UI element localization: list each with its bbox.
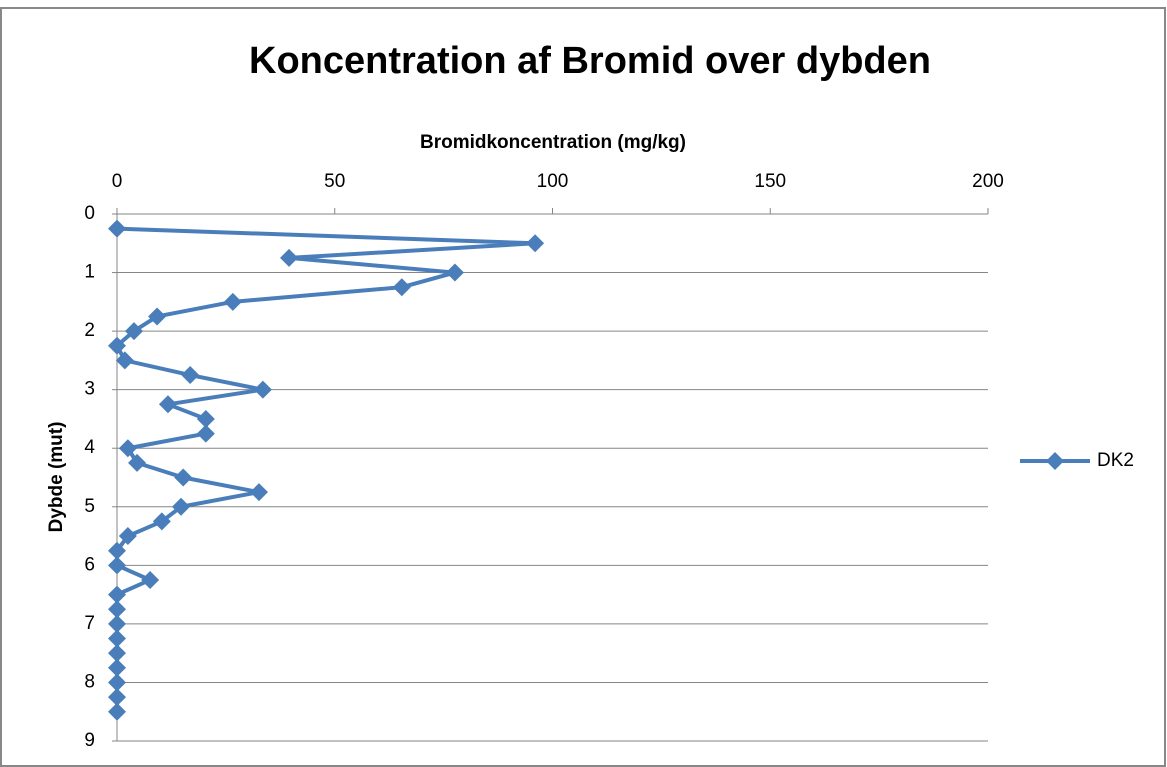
x-tick-label: 100	[537, 171, 569, 192]
point-marker	[141, 570, 160, 589]
point-marker	[108, 336, 126, 355]
point-marker	[392, 278, 411, 297]
point-marker	[124, 322, 143, 341]
y-tick-label: 9	[84, 730, 95, 751]
y-tick-label: 2	[84, 320, 95, 341]
point-marker	[152, 512, 171, 531]
point-marker	[249, 483, 268, 502]
y-tick-label: 0	[84, 203, 95, 224]
legend-marker	[1046, 452, 1064, 470]
point-marker	[118, 439, 137, 458]
point-marker	[172, 497, 191, 516]
y-tick-label: 8	[84, 671, 95, 692]
point-marker	[445, 263, 464, 282]
point-marker	[108, 702, 126, 721]
y-tick-label: 1	[84, 262, 95, 283]
point-marker	[108, 541, 126, 560]
chart-border	[0, 7, 1166, 767]
point-marker	[253, 380, 272, 399]
legend-label: DK2	[1097, 450, 1134, 471]
point-marker	[174, 468, 193, 487]
point-marker	[108, 585, 126, 604]
point-marker	[108, 658, 126, 677]
point-marker	[148, 307, 167, 326]
point-marker	[118, 527, 137, 546]
point-marker	[115, 351, 134, 370]
point-marker	[108, 629, 126, 648]
x-tick-label: 50	[324, 171, 345, 192]
x-tick-label: 150	[754, 171, 786, 192]
point-marker	[526, 234, 545, 253]
point-marker	[223, 292, 242, 311]
y-tick-label: 5	[84, 496, 95, 517]
x-tick-label: 200	[972, 171, 1004, 192]
point-marker	[108, 644, 126, 663]
point-marker	[108, 556, 126, 575]
point-marker	[181, 366, 200, 385]
point-marker	[128, 453, 147, 472]
y-tick-label: 6	[84, 554, 95, 575]
point-marker	[280, 248, 299, 267]
point-marker	[196, 409, 215, 428]
point-marker	[108, 614, 126, 633]
point-marker	[196, 424, 215, 443]
y-tick-label: 3	[84, 379, 95, 400]
y-tick-label: 4	[84, 437, 95, 458]
y-axis-label: Dybde (mut)	[46, 422, 67, 533]
x-tick-label: 0	[112, 171, 123, 192]
point-marker	[108, 688, 126, 707]
point-marker	[108, 673, 126, 692]
point-marker	[158, 395, 177, 414]
y-tick-label: 7	[84, 613, 95, 634]
point-marker	[108, 600, 126, 619]
x-axis-label: Bromidkoncentration (mg/kg)	[420, 132, 686, 153]
chart-title: Koncentration af Bromid over dybden	[249, 40, 931, 82]
point-marker	[108, 219, 126, 238]
